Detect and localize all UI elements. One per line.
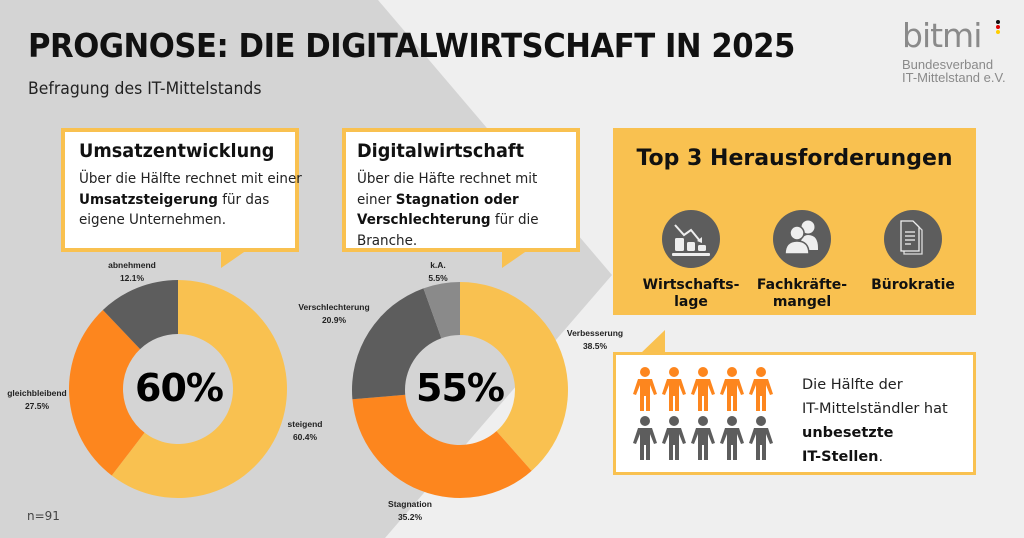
- people-pictogram: [633, 367, 773, 460]
- staffing-text-punct: .: [878, 449, 884, 465]
- page-title: PROGNOSE: DIE DIGITALWIRTSCHAFT IN 2025: [28, 26, 795, 65]
- person-icon: [720, 367, 744, 411]
- slice-label-steigend: steigend 60.4%: [270, 418, 340, 444]
- person-icon: [691, 367, 715, 411]
- staffing-text: Die Hälfte der IT-Mittelständler hat unb…: [802, 373, 948, 469]
- staffing-text-line: IT-Mittelständler hat: [802, 401, 948, 417]
- industry-text: Über die Häfte rechnet mit einer Stagnat…: [357, 169, 566, 251]
- person-icon: [720, 416, 744, 460]
- challenges-title: Top 3 Herausforderungen: [636, 146, 953, 171]
- challenge-label-line: lage: [674, 294, 708, 310]
- slice-category: steigend: [287, 419, 323, 429]
- page-subtitle: Befragung des IT-Mittelstands: [28, 79, 262, 99]
- challenge-label-line: Fachkräfte-: [756, 277, 848, 293]
- staffing-text-bold: unbesetzte: [802, 425, 894, 441]
- people-icon: [773, 210, 831, 268]
- slice-value: 35.2%: [397, 512, 423, 522]
- person-icon: [691, 416, 715, 460]
- slice-label-ka: k.A. 5.5%: [418, 259, 458, 285]
- declining-chart-icon: [662, 210, 720, 268]
- sample-size-note: n=91: [27, 509, 60, 523]
- industry-donut-chart: [352, 282, 568, 499]
- challenge-item: Wirtschafts- lage: [636, 210, 746, 311]
- person-icon: [662, 367, 686, 411]
- slice-value: 20.9%: [321, 315, 347, 325]
- slice-label-stagnation: Stagnation 35.2%: [380, 498, 440, 524]
- slice-category: Verbesserung: [566, 328, 624, 338]
- industry-bubble: Digitalwirtschaft Über die Häfte rechnet…: [342, 128, 580, 252]
- slice-label-gleichbleibend: gleichbleibend 27.5%: [4, 387, 70, 413]
- revenue-heading: Umsatzentwicklung: [79, 140, 275, 162]
- revenue-text-bold: Umsatzsteigerung: [79, 191, 218, 208]
- staffing-text-line: Die Hälfte der: [802, 377, 903, 393]
- challenge-label-line: Wirtschafts-: [642, 277, 740, 293]
- revenue-text-part: Über die Hälfte rechnet mit einer: [79, 171, 302, 187]
- person-icon: [662, 416, 686, 460]
- slice-value: 27.5%: [24, 401, 50, 411]
- person-icon: [633, 367, 657, 411]
- revenue-bubble: Umsatzentwicklung Über die Hälfte rechne…: [61, 128, 302, 252]
- donut-slice-stagnation: [352, 394, 532, 499]
- person-icon: [633, 416, 657, 460]
- slice-category: Stagnation: [388, 499, 432, 509]
- staffing-bubble: Die Hälfte der IT-Mittelständler hat unb…: [613, 352, 976, 475]
- challenge-label: Fachkräfte- mangel: [747, 277, 857, 311]
- revenue-center-value: 60%: [135, 366, 224, 410]
- donut-slice-verbesserung: [460, 282, 568, 471]
- revenue-donut-chart: [69, 280, 287, 498]
- challenge-label-line: Bürokratie: [871, 277, 955, 293]
- challenge-label: Bürokratie: [858, 277, 968, 294]
- slice-category: abnehmend: [108, 260, 156, 270]
- revenue-text-part: für das eigene Unternehmen.: [79, 191, 270, 229]
- challenge-label-line: mangel: [772, 294, 832, 310]
- challenge-label: Wirtschafts- lage: [636, 277, 746, 311]
- logo-wordmark: bitmi: [902, 16, 982, 55]
- logo-line-1: Bundesverband: [902, 57, 994, 72]
- donut-slice-k-a: [423, 282, 460, 339]
- flag-dot-gold: [996, 30, 1000, 34]
- industry-heading: Digitalwirtschaft: [357, 140, 525, 162]
- bitmi-logo: bitmi Bundesverband IT-Mittelstand e.V.: [902, 16, 1012, 85]
- slice-category: Verschlechterung: [298, 302, 370, 312]
- person-icon: [749, 416, 773, 460]
- donut-slice-verschlechterung: [352, 288, 442, 400]
- slice-category: gleichbleibend: [7, 388, 67, 398]
- documents-icon: [884, 210, 942, 268]
- challenge-item: Bürokratie: [858, 210, 968, 294]
- slice-label-verschlechterung: Verschlechterung 20.9%: [294, 301, 374, 327]
- industry-text-part: Über die Häfte rechnet mit einer: [357, 171, 538, 208]
- logo-line-2: IT-Mittelstand e.V.: [902, 70, 1006, 85]
- slice-value: 12.1%: [119, 273, 145, 283]
- top-challenges-panel: Top 3 Herausforderungen Wirtschafts- lag…: [613, 128, 976, 315]
- person-icon: [749, 367, 773, 411]
- staffing-text-bold: IT-Stellen: [802, 449, 879, 465]
- industry-text-part: für die Branche.: [357, 212, 539, 249]
- flag-dot-red: [996, 25, 1000, 29]
- slice-value: 60.4%: [292, 432, 318, 442]
- german-flag-icon: [996, 20, 1000, 35]
- industry-text-bold: Stagnation oder Verschlechterung: [357, 191, 519, 229]
- slice-label-verbesserung: Verbesserung 38.5%: [560, 327, 630, 353]
- flag-dot-black: [996, 20, 1000, 24]
- slice-value: 38.5%: [582, 341, 608, 351]
- donut-slice-gleichbleibend: [69, 310, 145, 476]
- slice-label-abnehmend: abnehmend 12.1%: [100, 259, 164, 285]
- revenue-text: Über die Hälfte rechnet mit einer Umsatz…: [79, 169, 302, 231]
- challenge-item: Fachkräfte- mangel: [747, 210, 857, 311]
- donut-slice-abnehmend: [102, 280, 178, 350]
- donut-slice-steigend: [111, 280, 287, 498]
- slice-category: k.A.: [430, 260, 446, 270]
- slice-value: 5.5%: [428, 273, 448, 283]
- industry-center-value: 55%: [416, 366, 505, 410]
